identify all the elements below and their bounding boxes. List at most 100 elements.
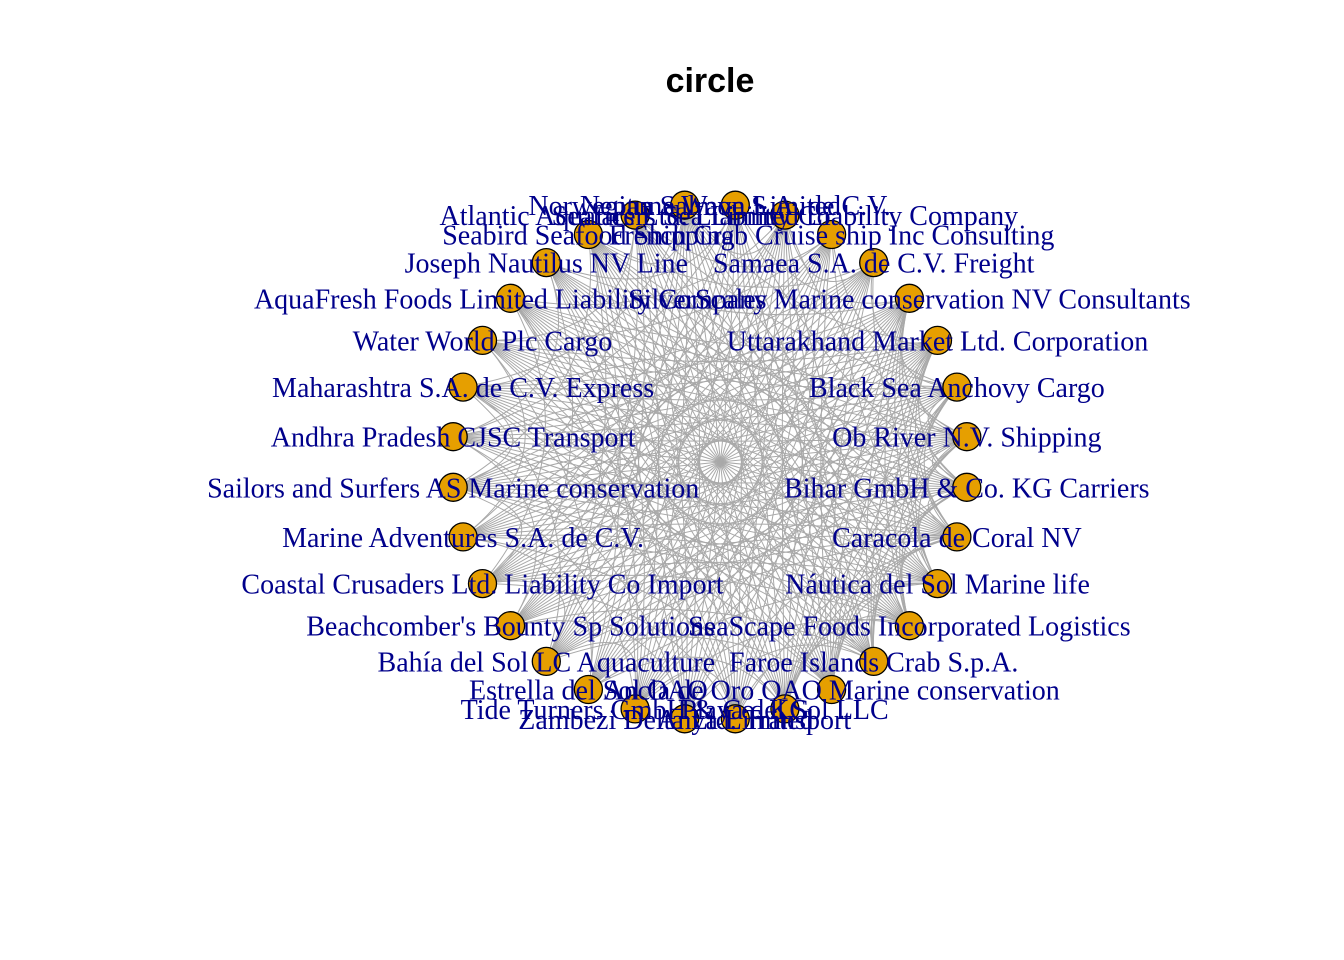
graph-edge <box>463 386 957 401</box>
graph-node <box>531 646 561 677</box>
graph-edge <box>545 262 938 584</box>
graph-edge <box>634 214 736 719</box>
graph-edge <box>734 215 786 719</box>
graph-edge <box>482 234 832 342</box>
graph-node <box>770 200 800 230</box>
node-label: Uttarakhand Market Ltd. Corporation <box>727 326 1148 357</box>
graph-node <box>531 247 561 278</box>
graph-edge <box>546 204 736 280</box>
graph-edge <box>784 262 875 709</box>
graph-edge <box>462 386 786 710</box>
graph-node <box>438 422 468 452</box>
graph-edge <box>453 234 832 488</box>
graph-edge <box>734 536 958 720</box>
graph-edge <box>452 436 537 626</box>
graph-edge <box>545 262 639 709</box>
graph-edge <box>510 620 686 719</box>
graph-edge <box>453 436 938 585</box>
graph-node <box>495 283 526 313</box>
graph-edge <box>870 262 938 344</box>
node-label: Ancla de Oro OAO Marine conservation <box>603 676 1059 707</box>
node-label: Bihar GmbH & Co. KG Carriers <box>784 473 1150 504</box>
graph-edge <box>784 214 875 282</box>
graph-edge <box>927 436 968 538</box>
node-label: Coastal Crusaders Ltd. Liability Co Impo… <box>241 570 723 601</box>
graph-edge <box>462 386 910 627</box>
graph-edge <box>453 486 957 538</box>
graph-edge <box>482 214 786 584</box>
node-label: Marine Adventures S.A. de C.V. <box>282 523 644 554</box>
node-label: Zambezi Delta Ltd. Transport <box>518 705 851 736</box>
graph-node <box>816 219 847 250</box>
graph-edge <box>784 642 875 710</box>
graph-node <box>816 674 847 705</box>
graph-edge <box>510 297 967 438</box>
graph-edge <box>463 297 910 388</box>
node-label: SeaScape Foods Incorporated Logistics <box>688 612 1130 643</box>
node-label: Tide Turners GmbH & Co. KG <box>461 695 810 726</box>
graph-edge <box>545 262 736 719</box>
nodes-layer <box>438 190 982 734</box>
graph-edge <box>899 536 957 626</box>
graph-edge <box>781 215 786 709</box>
graph-node <box>670 190 700 220</box>
graph-edge <box>734 262 875 719</box>
node-label: Sailors and Surfers AS Marine conservati… <box>207 473 699 504</box>
graph-node <box>620 694 650 724</box>
graph-edge <box>482 339 967 438</box>
graph-edge <box>482 339 875 662</box>
graph-edge <box>734 205 786 709</box>
graph-edge <box>453 436 832 690</box>
graph-edge <box>831 582 938 690</box>
graph-node <box>859 646 889 677</box>
node-label: Samaea S.A. de C.V. Freight <box>713 249 1035 280</box>
graph-edge <box>587 234 736 719</box>
graph-edge <box>872 536 957 662</box>
graph-node <box>573 219 604 250</box>
graph-edge <box>684 644 874 720</box>
graph-node <box>942 372 972 402</box>
graph-edge <box>831 298 910 690</box>
node-label: Seabird Seafood Shipping <box>442 221 734 252</box>
graph-node <box>770 694 800 724</box>
graph-edge <box>830 636 875 690</box>
graph-edge <box>684 205 736 719</box>
graph-edge <box>510 234 599 309</box>
graph-node <box>438 472 468 502</box>
graph-edge <box>453 297 910 438</box>
graph-node <box>942 522 972 552</box>
graph-edge <box>510 297 967 488</box>
graph-edge <box>588 656 786 710</box>
graph-edge <box>453 262 560 438</box>
graph-edge <box>784 618 910 710</box>
node-label: Anya Limited <box>657 705 813 736</box>
graph-node <box>894 283 925 313</box>
graph-title: circle <box>666 62 755 100</box>
graph-edge <box>734 204 910 304</box>
graph-edge <box>463 339 938 390</box>
node-label: Norwegian Salmon Limited <box>528 191 841 222</box>
graph-edge <box>546 262 967 438</box>
graph-edge <box>830 262 875 690</box>
graph-edge <box>482 340 786 710</box>
graph-edge <box>510 297 833 690</box>
graph-edge <box>784 583 938 710</box>
graph-edge <box>734 660 832 720</box>
node-label: Andhra Pradesh CJSC Transport <box>271 423 636 454</box>
edges-layer <box>452 204 968 720</box>
graph-edge <box>734 205 742 719</box>
graph-edge <box>462 386 832 690</box>
graph-edge <box>463 386 967 438</box>
node-label: Black Sea Anchovy Cargo <box>809 373 1105 404</box>
graph-edge <box>784 340 938 710</box>
node-label: Faroe Islands Crab S.p.A. <box>729 647 1018 678</box>
graph-edge <box>831 234 938 584</box>
graph-edge <box>462 386 736 719</box>
graph-node <box>720 704 750 734</box>
graph-node <box>495 611 526 641</box>
graph-node <box>859 247 889 278</box>
graph-node <box>922 325 953 356</box>
graph-edge <box>482 583 736 720</box>
node-label: Seafarers Sea Limited Liability Company <box>552 201 1019 232</box>
node-label: Playa del Sol LLC <box>681 695 889 726</box>
